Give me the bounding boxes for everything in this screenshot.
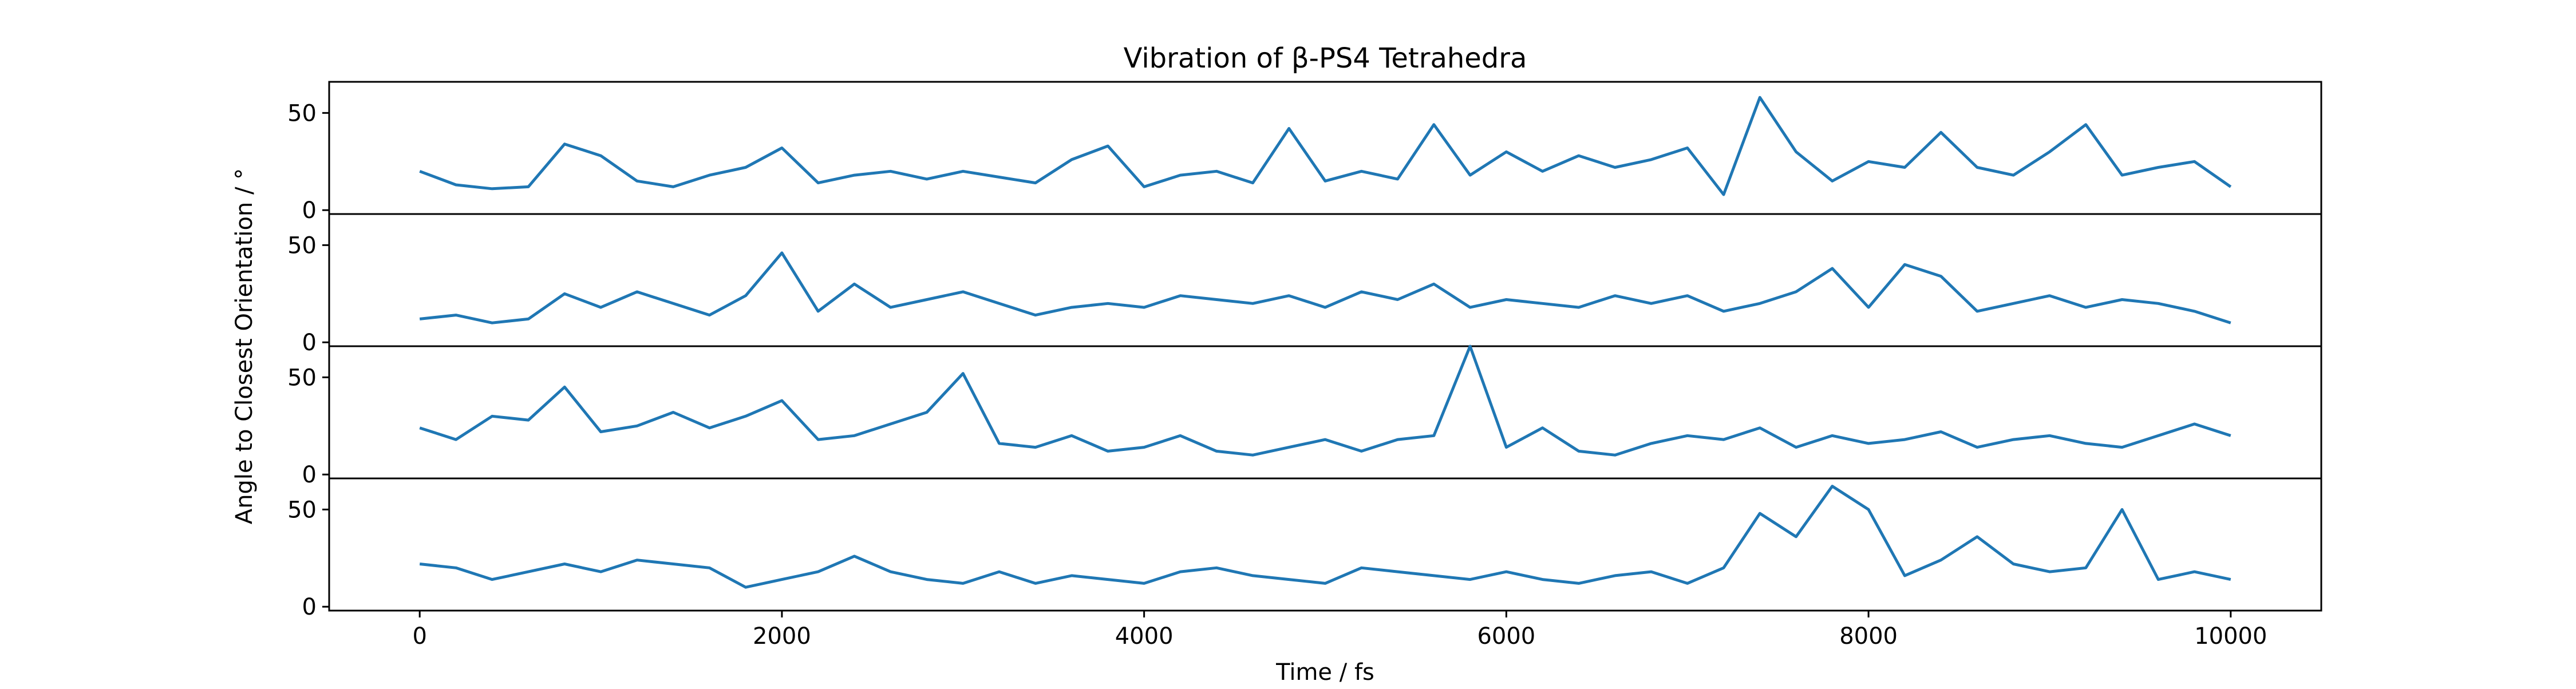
panel-4-frame [328,477,2322,612]
series-line-3 [419,344,2231,457]
x-axis: 0 2000 4000 6000 8000 10000 [412,611,2267,650]
panel-1: 0 50 [287,81,2322,224]
series-line-2 [419,251,2231,324]
y-tick-label: 0 [302,197,317,224]
x-tick-label: 8000 [1839,623,1898,650]
panels: 0 50 0 50 0 50 0 50 [287,81,2322,620]
x-tick-label: 6000 [1477,623,1535,650]
y-tick-label: 0 [302,594,317,620]
y-tick-label: 0 [302,330,317,356]
panel-3: 0 50 [287,344,2322,488]
panel-1-frame [328,81,2322,215]
x-tick-label: 4000 [1115,623,1174,650]
y-axis-label: Angle to Closest Orientation / ° [231,168,258,524]
y-tick-label: 50 [287,497,317,523]
x-tick-label: 10000 [2194,623,2267,650]
x-tick-label: 2000 [753,623,811,650]
panel-3-frame [328,345,2322,480]
y-tick-label: 50 [287,100,317,126]
panel-2-frame [328,213,2322,347]
panel-4: 0 50 [287,477,2322,620]
y-tick-label: 50 [287,232,317,259]
x-axis-label: Time / fs [1275,659,1374,686]
x-tick-label: 0 [412,623,426,650]
y-tick-label: 50 [287,365,317,391]
y-tick-label: 0 [302,462,317,488]
series-line-1 [419,96,2232,196]
chart-title: Vibration of β-PS4 Tetrahedra [1124,42,1527,74]
series-line-4 [419,485,2231,589]
panel-2: 0 50 [287,213,2322,356]
